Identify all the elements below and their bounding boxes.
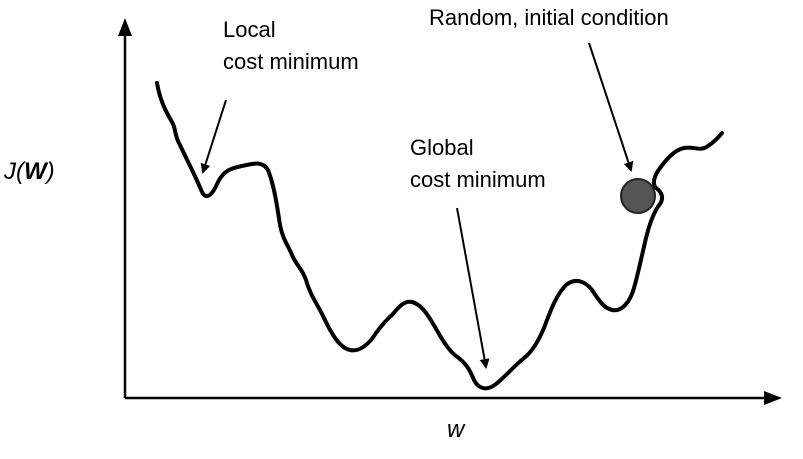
global-min-label-line1: Global bbox=[410, 135, 474, 160]
x-axis-arrowhead bbox=[764, 391, 782, 405]
y-axis-arrowhead bbox=[118, 18, 132, 36]
x-axis-label: w bbox=[447, 416, 465, 443]
initial-condition-label: Random, initial condition bbox=[429, 5, 669, 30]
global-min-arrow bbox=[456, 207, 490, 369]
y-axis-label: J(W) bbox=[4, 158, 55, 185]
local-min-label-line2: cost minimum bbox=[223, 49, 359, 74]
global-min-label-line2: cost minimum bbox=[410, 167, 546, 192]
initial-condition-arrow bbox=[588, 42, 634, 172]
initial-condition-ball bbox=[620, 178, 656, 214]
local-min-arrow bbox=[200, 99, 227, 174]
cost-curve bbox=[155, 81, 724, 391]
local-min-label-line1: Local bbox=[223, 17, 276, 42]
